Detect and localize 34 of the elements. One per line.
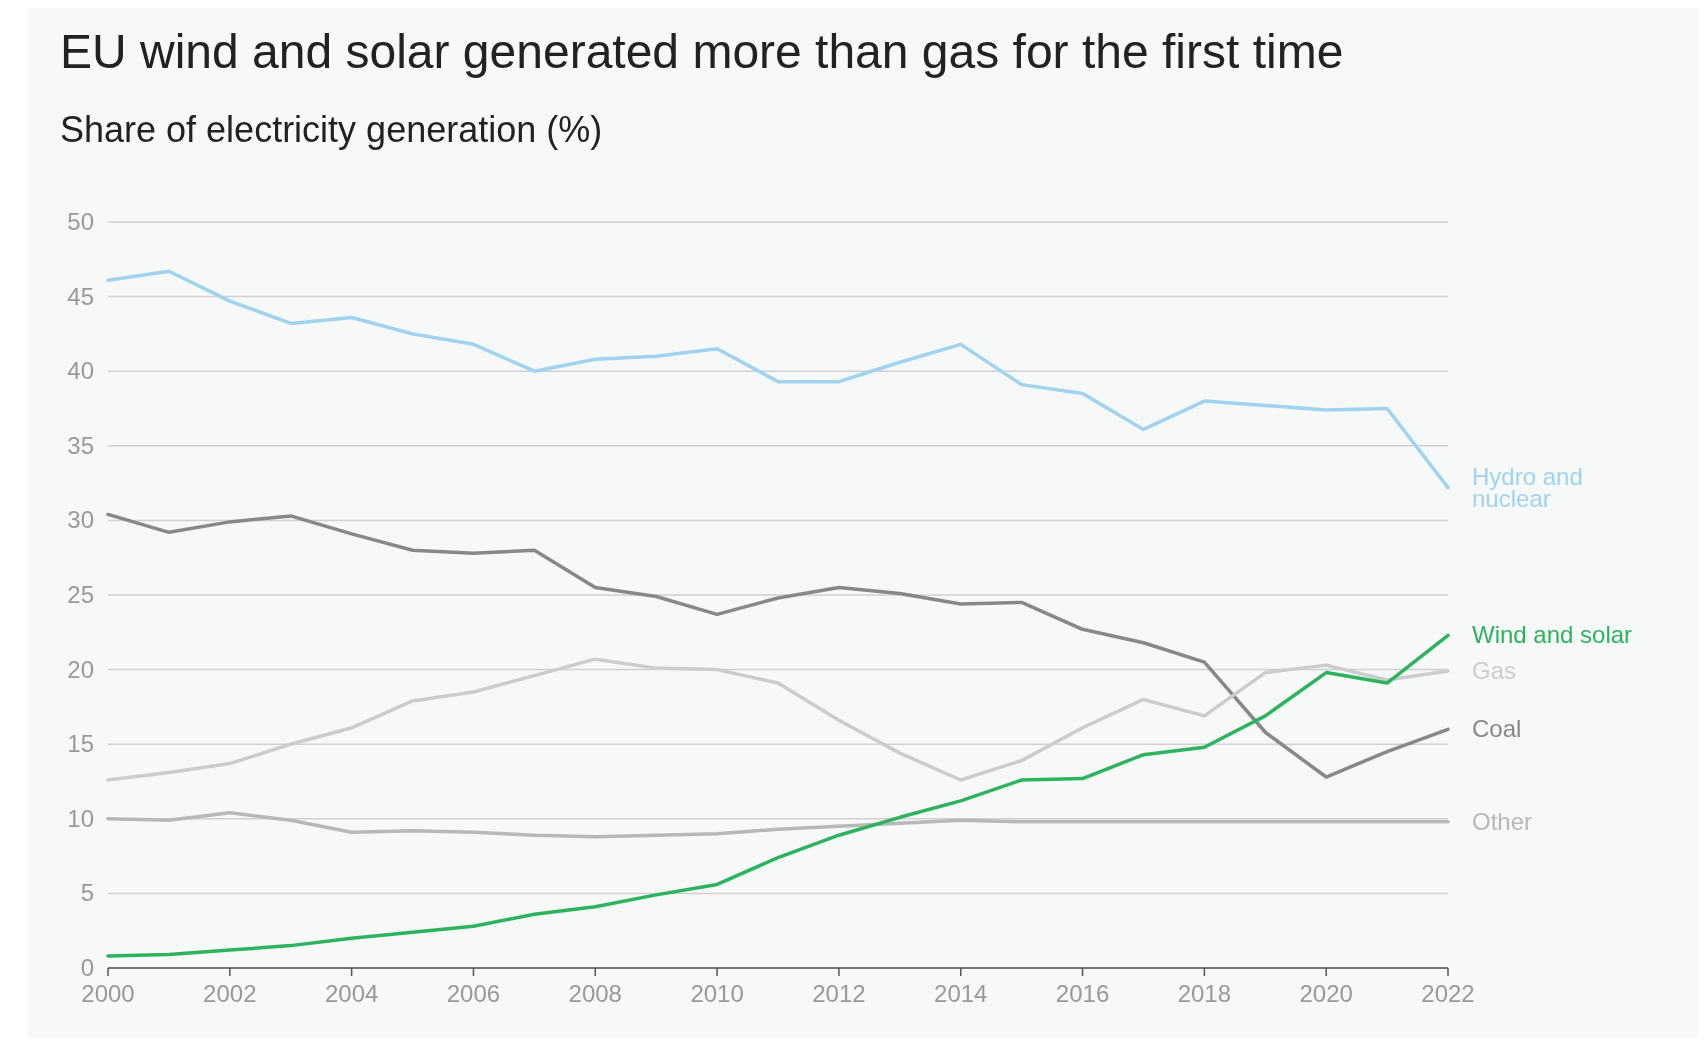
x-tick-label: 2002	[203, 980, 257, 1007]
y-tick-label: 5	[80, 879, 94, 907]
y-tick-label: 30	[67, 506, 94, 534]
x-tick-label: 2012	[812, 980, 866, 1007]
series-label: Coal	[1472, 715, 1522, 743]
x-tick-label: 2014	[934, 980, 988, 1007]
x-tick-label: 2000	[81, 980, 135, 1007]
y-tick-label: 15	[67, 730, 94, 758]
x-tick-label: 2006	[446, 980, 501, 1007]
series-label: Hydro and nuclear	[1472, 462, 1583, 512]
line-series	[106, 269, 1450, 490]
line-series	[106, 811, 1450, 839]
x-tick-label: 2010	[690, 980, 744, 1007]
x-tick-label: 2008	[568, 980, 622, 1007]
y-tick-label: 10	[67, 804, 94, 832]
y-tick-label: 25	[67, 581, 94, 608]
y-tick-label: 35	[67, 431, 94, 459]
line-series	[106, 512, 1450, 779]
y-tick-label: 0	[80, 954, 94, 981]
x-tick-label: 2018	[1177, 980, 1232, 1007]
y-tick-label: 45	[67, 282, 94, 310]
y-tick-label: 20	[67, 655, 94, 683]
x-tick-label: 2020	[1299, 980, 1353, 1007]
chart-subtitle: Share of electricity generation (%)	[60, 109, 603, 150]
x-tick-label: 2016	[1055, 980, 1110, 1007]
y-tick-label: 50	[67, 208, 94, 235]
line-series	[106, 657, 1450, 782]
line-series	[106, 633, 1450, 958]
series-label: Wind and solar	[1472, 621, 1633, 649]
x-tick-label: 2004	[324, 980, 379, 1007]
chart-title: EU wind and solar generated more than gas for the first time	[60, 25, 1344, 78]
y-tick-label: 40	[67, 357, 94, 385]
x-tick-label: 2022	[1421, 980, 1475, 1007]
series-label: Other	[1472, 807, 1533, 835]
